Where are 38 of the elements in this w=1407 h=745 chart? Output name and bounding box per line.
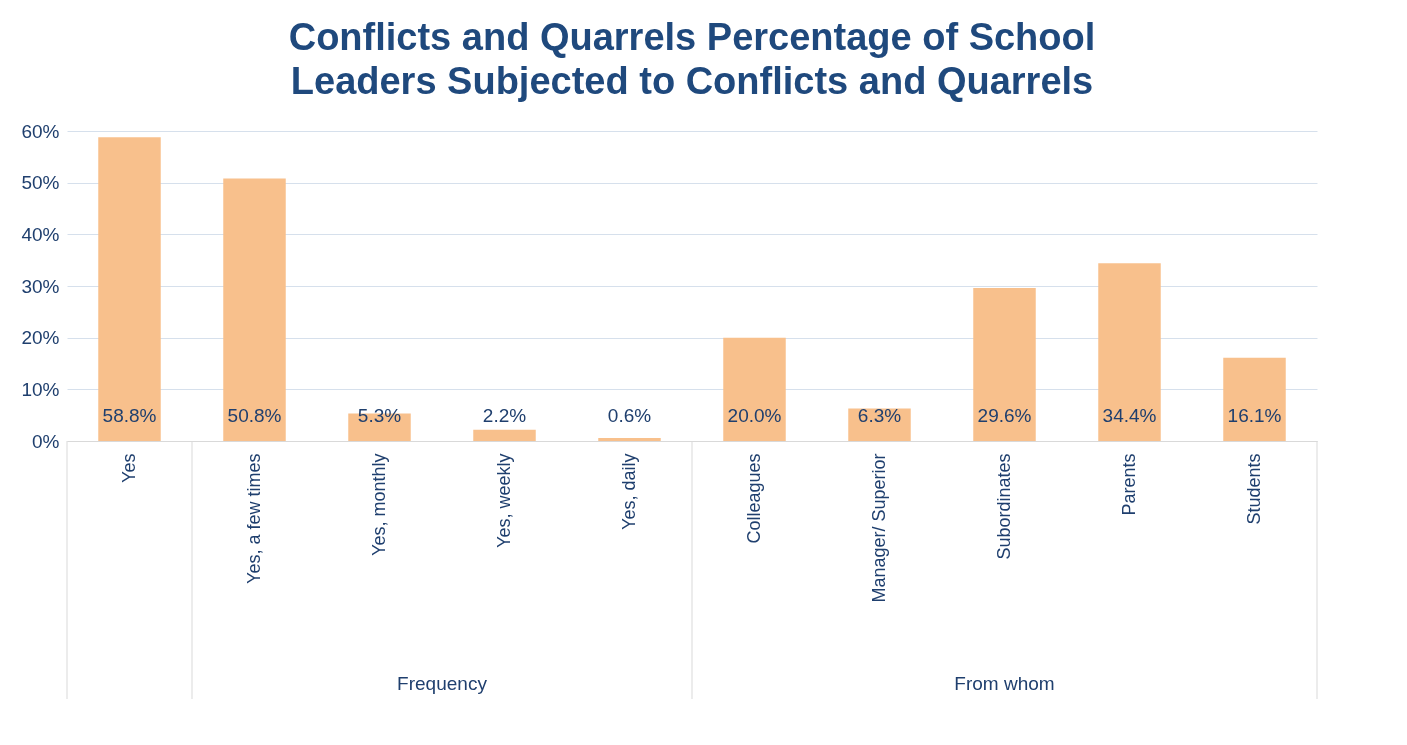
bar: [98, 137, 161, 441]
y-tick-label: 40%: [21, 223, 60, 245]
bar: [1098, 263, 1161, 441]
data-label: 2.2%: [482, 405, 527, 426]
x-tick-label: Subordinates: [993, 453, 1014, 560]
y-tick-label: 0%: [32, 430, 60, 452]
text: Frequency: [397, 673, 488, 694]
y-tick-label: 50%: [21, 172, 60, 194]
x-tick-label: Colleagues: [743, 453, 764, 544]
data-label: 29.6%: [977, 405, 1032, 426]
data-label: 50.8%: [227, 405, 282, 426]
x-tick-label: Yes, weekly: [493, 453, 514, 548]
bar: [723, 337, 786, 441]
x-tick-label: Parents: [1118, 453, 1139, 516]
data-label: 0.6%: [607, 405, 652, 426]
data-label: 20.0%: [727, 405, 782, 426]
data-label: 34.4%: [1102, 405, 1157, 426]
x-tick-label: Manager/ Superior: [868, 453, 889, 603]
y-tick-label: 30%: [21, 275, 60, 297]
bar: [598, 437, 661, 441]
chart-title: Conflicts and Quarrels Percentage of School Leaders Subjected to Conflicts and Quarrels: [288, 16, 1096, 102]
y-tick-label: 20%: [21, 327, 60, 349]
data-label: 5.3%: [357, 405, 402, 426]
bar: [1223, 357, 1286, 441]
x-tick-label: Yes, monthly: [368, 453, 389, 556]
y-tick-label: 60%: [21, 120, 60, 142]
data-label: 16.1%: [1227, 405, 1282, 426]
bar: [223, 178, 286, 441]
text: From whom: [954, 673, 1055, 694]
data-label: 6.3%: [857, 405, 902, 426]
bar: [473, 429, 536, 441]
x-tick-label: Yes, daily: [618, 453, 639, 530]
x-tick-label: Students: [1243, 453, 1264, 525]
x-tick-label: Yes, a few times: [243, 453, 264, 584]
x-tick-label: Yes: [118, 453, 139, 483]
bar: [973, 288, 1036, 441]
y-tick-label: 10%: [21, 378, 60, 400]
data-label: 58.8%: [102, 405, 157, 426]
